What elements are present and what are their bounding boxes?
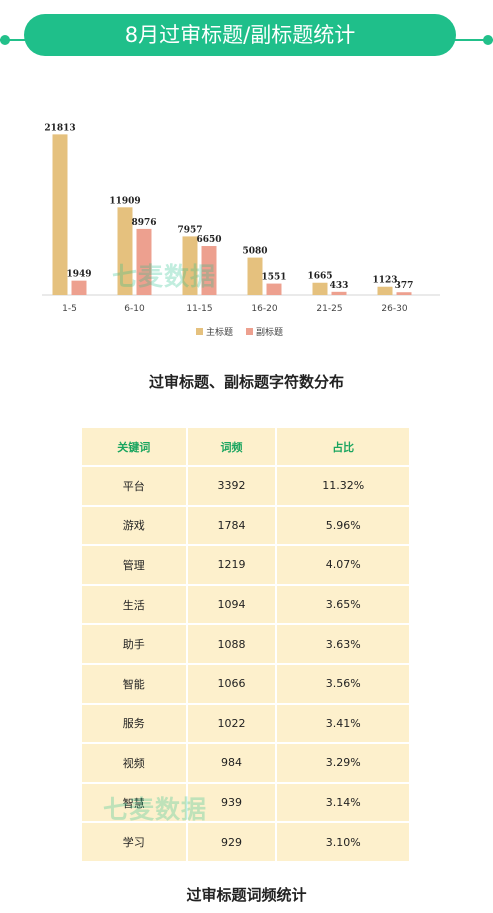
table-cell: 3.14% (277, 783, 409, 822)
legend-swatch-副标题 (246, 328, 253, 335)
bar-主标题-16-20 (247, 257, 263, 295)
bar-副标题-11-15 (201, 246, 217, 295)
x-tick-label: 1-5 (62, 304, 77, 314)
table-cell: 3.63% (277, 625, 409, 663)
table-cell: 视频 (82, 744, 186, 782)
x-tick-label: 26-30 (381, 304, 407, 314)
table-cell: 学习 (82, 823, 186, 861)
table-row: 学习 929 3.10% (82, 823, 409, 861)
data-label: 1551 (261, 273, 286, 283)
table-body: 平台 3392 11.32% 游戏 1784 5.96% 管理 1219 4.07% 生活 1094… (82, 467, 409, 861)
table-cell: 3.29% (277, 744, 409, 782)
table-cell: 984 (187, 744, 276, 782)
legend-label: 副标题 (256, 326, 283, 338)
x-tick-label: 16-20 (251, 304, 277, 314)
x-tick-label: 11-15 (186, 304, 212, 314)
bar-主标题-6-10 (117, 207, 133, 295)
table-cell: 939 (187, 783, 276, 822)
bar-主标题-11-15 (182, 236, 198, 295)
table-cell: 3392 (187, 467, 276, 505)
table-cell: 3.10% (277, 823, 409, 861)
data-label: 6650 (196, 235, 221, 245)
bar-副标题-1-5 (71, 280, 87, 295)
table-cell: 服务 (82, 704, 186, 743)
table-cell: 1066 (187, 664, 276, 703)
table-header-row: 关键词 词频 占比 (82, 428, 409, 465)
table-cell: 5.96% (277, 506, 409, 545)
legend-label: 主标题 (206, 326, 233, 338)
table-row: 生活 1094 3.65% (82, 585, 409, 624)
chart-caption: 过审标题、副标题字符数分布 (148, 373, 344, 391)
table-cell: 助手 (82, 625, 186, 663)
table-row: 智能 1066 3.56% (82, 664, 409, 703)
table-cell: 游戏 (82, 506, 186, 545)
keyword-table: 关键词 词频 占比 平台 3392 11.32% 游戏 1784 5.96% 管理 1219 4.0… (80, 426, 411, 863)
data-label: 7957 (177, 225, 202, 235)
table-header-cell: 关键词 (82, 428, 186, 465)
x-tick-label: 6-10 (124, 304, 145, 314)
table-cell: 4.07% (277, 546, 409, 584)
table-row: 服务 1022 3.41% (82, 704, 409, 743)
data-label: 433 (330, 281, 349, 291)
table-cell: 1219 (187, 546, 276, 584)
data-label: 11909 (109, 196, 140, 206)
bar-主标题-26-30 (377, 286, 393, 295)
table-cell: 1088 (187, 625, 276, 663)
bar-主标题-21-25 (312, 282, 328, 295)
legend-swatch-主标题 (196, 328, 203, 335)
table-cell: 3.41% (277, 704, 409, 743)
data-label: 5080 (242, 247, 267, 257)
table-caption: 过审标题词频统计 (186, 886, 307, 904)
table-cell: 1784 (187, 506, 276, 545)
bar-副标题-26-30 (396, 292, 412, 295)
data-label: 21813 (44, 123, 75, 133)
bar-副标题-6-10 (136, 228, 152, 295)
table-cell: 929 (187, 823, 276, 861)
table-row: 管理 1219 4.07% (82, 546, 409, 584)
data-label: 8976 (131, 218, 156, 228)
bar-副标题-16-20 (266, 283, 282, 295)
x-tick-label: 21-25 (316, 304, 342, 314)
data-label: 1123 (372, 276, 397, 286)
table-row: 游戏 1784 5.96% (82, 506, 409, 545)
table-header-cell: 词频 (187, 428, 276, 465)
table-cell: 智慧 (82, 783, 186, 822)
table-cell: 智能 (82, 664, 186, 703)
table-cell: 11.32% (277, 467, 409, 505)
table-cell: 生活 (82, 585, 186, 624)
banner-dot-right (483, 35, 493, 45)
page-title: 8月过审标题/副标题统计 (24, 14, 456, 56)
table-cell: 1094 (187, 585, 276, 624)
banner-dot-left (0, 35, 10, 45)
data-label: 1665 (307, 272, 332, 282)
table-row: 助手 1088 3.63% (82, 625, 409, 663)
bar-副标题-21-25 (331, 291, 347, 295)
table-cell: 1022 (187, 704, 276, 743)
data-label: 377 (395, 281, 414, 291)
table-cell: 平台 (82, 467, 186, 505)
table-row: 智慧 939 3.14% (82, 783, 409, 822)
table-header-cell: 占比 (277, 428, 409, 465)
table-cell: 3.56% (277, 664, 409, 703)
bar-主标题-1-5 (52, 134, 68, 295)
table-row: 视频 984 3.29% (82, 744, 409, 782)
table-row: 平台 3392 11.32% (82, 467, 409, 505)
table-cell: 管理 (82, 546, 186, 584)
data-label: 1949 (66, 270, 91, 280)
table-cell: 3.65% (277, 585, 409, 624)
